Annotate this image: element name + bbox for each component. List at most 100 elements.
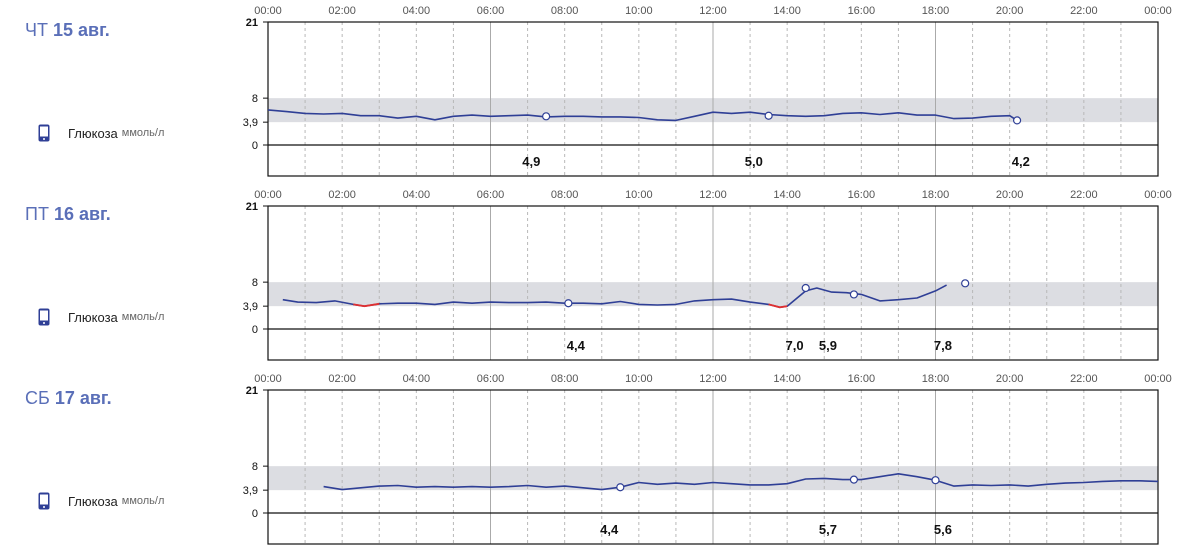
glucose-series-line: [323, 473, 1159, 491]
day-title: СБ 17 авг.: [25, 388, 112, 409]
y-tick-label: 8: [252, 461, 258, 473]
x-tick-label: 08:00: [551, 189, 579, 201]
glucose-value-label: 5,0: [745, 154, 763, 169]
x-tick-label: 10:00: [625, 373, 653, 385]
plot-frame: [267, 21, 1159, 177]
day-of-week: ЧТ: [25, 20, 53, 40]
glucose-marker[interactable]: [1012, 116, 1022, 125]
x-tick-label: 02:00: [328, 373, 356, 385]
x-tick-label: 06:00: [477, 189, 505, 201]
x-tick-label: 00:00: [254, 373, 282, 385]
x-tick-label: 12:00: [699, 5, 727, 17]
glucose-chart: 21 8 3,9 0 00:00 02:00 04:00 06:00 08:00 10:00 12:…: [243, 5, 1172, 177]
day-date: 15 авг.: [53, 20, 110, 40]
low-glucose-segment: [353, 302, 380, 308]
series-label: Глюкоза: [68, 125, 118, 141]
day-date: 17 авг.: [54, 388, 112, 408]
x-tick-label: 14:00: [773, 5, 801, 17]
x-tick-label: 10:00: [625, 5, 653, 17]
x-tick-label: 04:00: [403, 5, 431, 17]
glucose-value-label: 4,2: [1012, 154, 1030, 169]
phone-icon: [38, 492, 50, 510]
glucose-value-label: 5,7: [819, 522, 837, 537]
x-tick-label: 02:00: [328, 5, 356, 17]
series-legend: Глюкоза ммоль/л: [38, 308, 164, 326]
series-legend: Глюкоза ммоль/л: [38, 492, 164, 510]
x-tick-label: 08:00: [551, 373, 579, 385]
day-of-week: ПТ: [25, 204, 54, 224]
x-tick-label: 06:00: [477, 5, 505, 17]
x-tick-label: 02:00: [328, 189, 356, 201]
glucose-marker[interactable]: [931, 476, 940, 485]
y-tick-label: 21: [246, 201, 258, 213]
glucose-value-label: 4,4: [567, 338, 586, 353]
unit-label: ммоль/л: [121, 127, 165, 139]
x-tick-label: 16:00: [848, 5, 876, 17]
x-tick-label: 16:00: [848, 373, 876, 385]
y-tick-label: 0: [252, 508, 258, 520]
glucose-chart: 21 8 3,9 0 00:00 02:00 04:00 06:00 08:00 10:00 12:…: [243, 373, 1172, 545]
x-tick-label: 20:00: [996, 373, 1024, 385]
x-tick-label: 04:00: [403, 373, 431, 385]
low-glucose-segment: [768, 303, 788, 309]
x-tick-label: 12:00: [699, 373, 727, 385]
glucose-value-label: 7,8: [934, 338, 952, 353]
series-label: Глюкоза: [68, 309, 118, 325]
glucose-marker[interactable]: [764, 111, 773, 120]
unit-label: ммоль/л: [121, 495, 165, 507]
x-tick-label: 10:00: [625, 189, 653, 201]
x-tick-label: 18:00: [922, 373, 950, 385]
x-tick-label: 00:00: [254, 189, 282, 201]
x-tick-label: 04:00: [403, 189, 431, 201]
x-tick-label: 00:00: [254, 5, 282, 17]
y-tick-label: 3,9: [243, 485, 258, 497]
y-tick-label: 3,9: [243, 301, 258, 313]
y-tick-label: 21: [246, 17, 258, 29]
glucose-value-label: 7,0: [786, 338, 804, 353]
glucose-marker[interactable]: [616, 483, 625, 492]
glucose-value-label: 5,6: [934, 522, 952, 537]
y-tick-label: 8: [252, 277, 258, 289]
glucose-marker[interactable]: [564, 299, 573, 308]
x-tick-label: 14:00: [773, 373, 801, 385]
x-tick-label: 14:00: [773, 189, 801, 201]
glucose-chart: 21 8 3,9 0 00:00 02:00 04:00 06:00 08:00 10:00 12:…: [243, 189, 1172, 361]
glucose-value-label: 5,9: [819, 338, 837, 353]
glucose-series-line: [267, 109, 1018, 122]
x-tick-label: 22:00: [1070, 5, 1098, 17]
y-tick-label: 0: [252, 324, 258, 336]
plot-frame: [267, 205, 1159, 361]
plot-frame: [267, 389, 1159, 545]
day-of-week: СБ: [25, 388, 55, 408]
x-tick-label: 00:00: [1144, 373, 1172, 385]
y-tick-label: 21: [246, 385, 258, 397]
glucose-marker[interactable]: [849, 290, 859, 299]
day-panel: ЧТ 15 авг. Глюкоза ммоль/л 21 8 3,9 0 00:00 02:0…: [0, 2, 1195, 186]
x-tick-label: 06:00: [477, 373, 505, 385]
unit-label: ммоль/л: [121, 311, 165, 323]
day-date: 16 авг.: [53, 204, 111, 224]
glucose-marker[interactable]: [801, 283, 810, 293]
y-tick-label: 8: [252, 93, 258, 105]
y-tick-label: 0: [252, 140, 258, 152]
day-panel: ПТ 16 авг. Глюкоза ммоль/л 21 8 3,9 0 00:00 02:0…: [0, 186, 1195, 370]
y-tick-label: 3,9: [243, 117, 258, 129]
x-tick-label: 12:00: [699, 189, 727, 201]
x-tick-label: 00:00: [1144, 5, 1172, 17]
x-tick-label: 18:00: [922, 189, 950, 201]
day-panel: СБ 17 авг. Глюкоза ммоль/л 21 8 3,9 0 00:00 02:0…: [0, 370, 1195, 554]
day-title: ПТ 16 авг.: [25, 204, 111, 225]
x-tick-label: 20:00: [996, 189, 1024, 201]
glucose-marker[interactable]: [849, 475, 859, 484]
glucose-value-label: 4,9: [522, 154, 540, 169]
phone-icon: [38, 308, 50, 326]
glucose-marker[interactable]: [542, 112, 551, 121]
day-title: ЧТ 15 авг.: [25, 20, 110, 41]
x-tick-label: 16:00: [848, 189, 876, 201]
series-label: Глюкоза: [68, 493, 118, 509]
x-tick-label: 22:00: [1070, 189, 1098, 201]
glucose-marker[interactable]: [961, 279, 970, 288]
x-tick-label: 22:00: [1070, 373, 1098, 385]
x-tick-label: 20:00: [996, 5, 1024, 17]
x-tick-label: 18:00: [922, 5, 950, 17]
